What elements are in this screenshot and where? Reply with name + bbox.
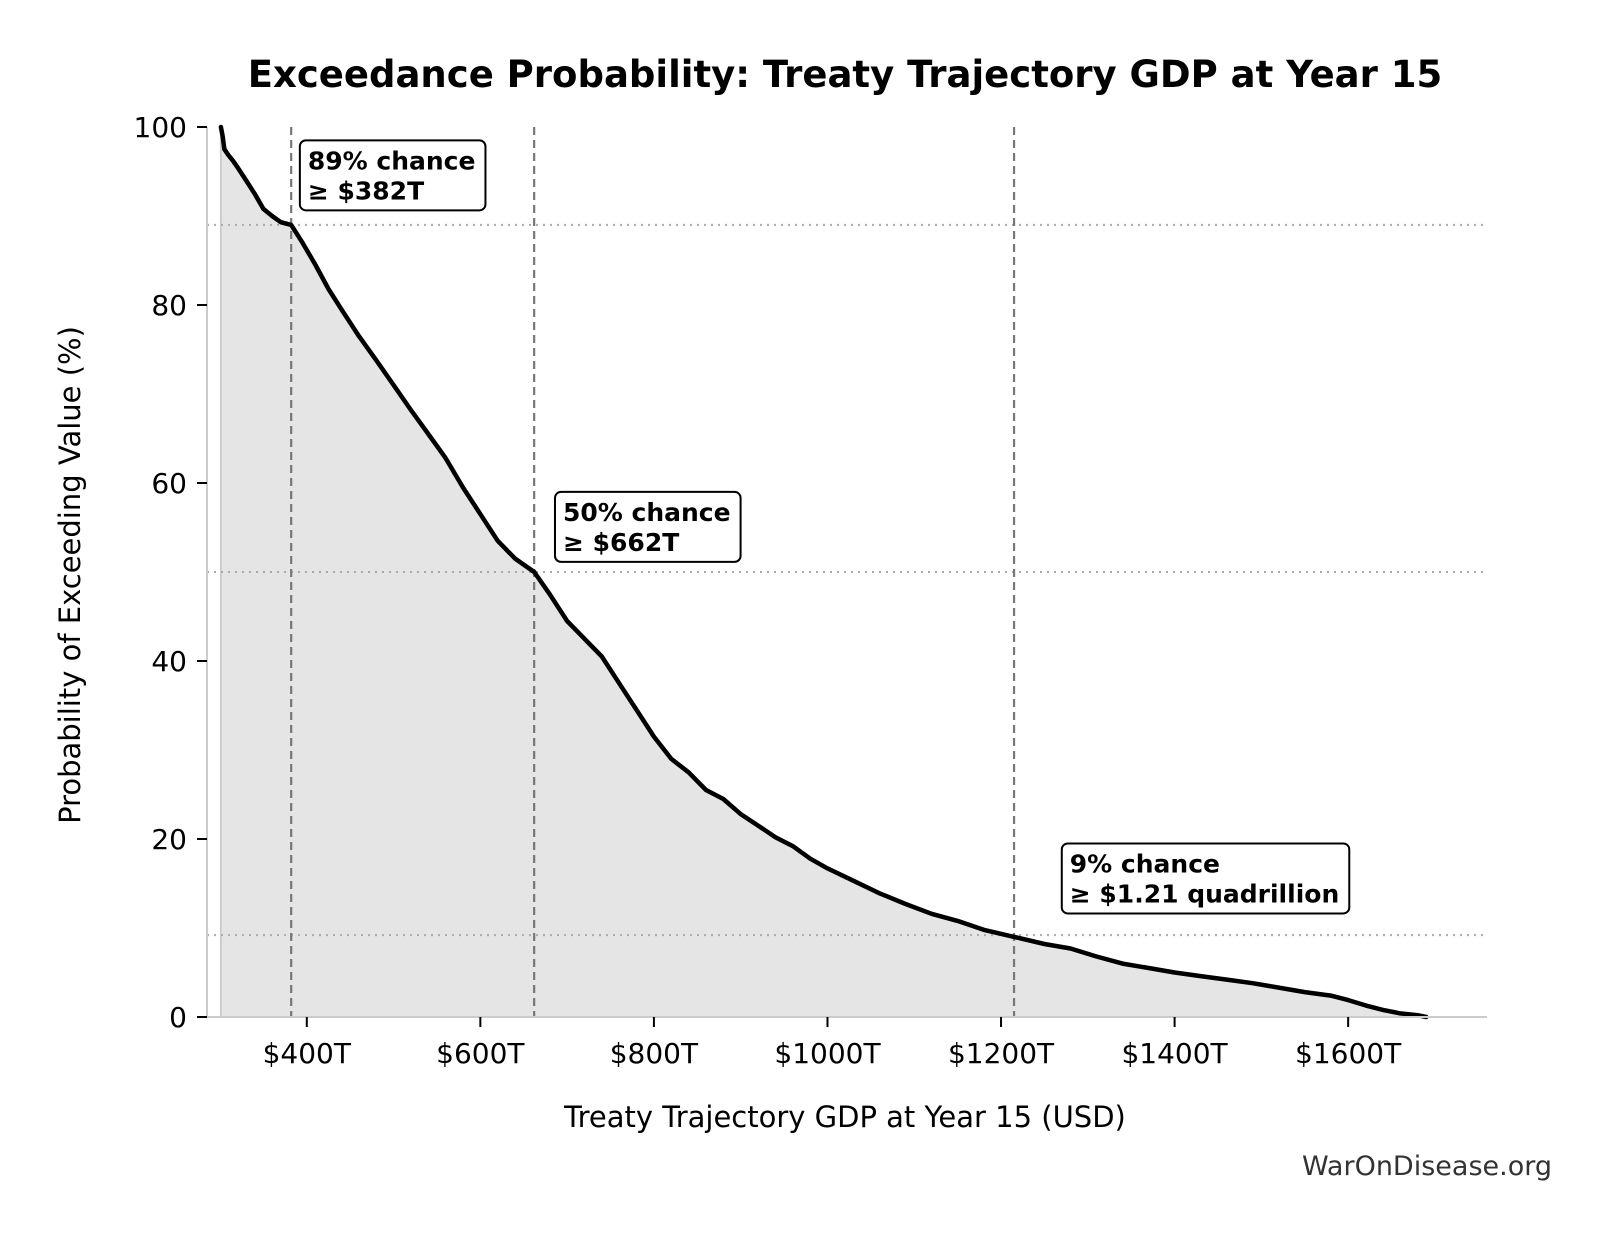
x-tick-label: $600T: [436, 1037, 525, 1070]
annotation-line-1: 50% chance: [563, 498, 731, 527]
y-tick-label: 100: [134, 111, 187, 144]
y-tick-label: 0: [169, 1001, 187, 1034]
y-tick-label: 20: [151, 823, 187, 856]
x-tick-label: $1400T: [1121, 1037, 1228, 1070]
annotation-line-1: 9% chance: [1070, 849, 1220, 878]
x-tick-label: $1600T: [1295, 1037, 1402, 1070]
x-axis-label: Treaty Trajectory GDP at Year 15 (USD): [563, 1100, 1126, 1134]
x-tick-label: $1200T: [948, 1037, 1055, 1070]
y-axis-label: Probability of Exceeding Value (%): [53, 326, 87, 824]
watermark-text: WarOnDisease.org: [1302, 1151, 1552, 1182]
plot-area: 0 20 40 60 80 100 $400T $600T $800T $1000T $1200T $…: [134, 111, 1487, 1070]
annotation-box: [553, 490, 742, 563]
chart-title: Exceedance Probability: Treaty Trajector…: [248, 53, 1443, 96]
annotation-line-2: ≥ $382T: [308, 176, 424, 205]
exceedance-line: [218, 124, 1429, 1020]
annotation-line-2: ≥ $1.21 quadrillion: [1070, 879, 1339, 908]
annotation-box: [298, 139, 487, 212]
y-tick-label: 40: [151, 645, 187, 678]
y-tick-label: 80: [151, 289, 187, 322]
x-tick-label: $800T: [610, 1037, 699, 1070]
x-tick-label: $1000T: [774, 1037, 881, 1070]
x-tick-label: $400T: [263, 1037, 352, 1070]
annotation-line-1: 89% chance: [308, 146, 476, 175]
annotation-line-2: ≥ $662T: [563, 528, 679, 557]
area-fill: [220, 127, 1427, 1017]
y-tick-label: 60: [151, 467, 187, 500]
annotation-box: [1060, 842, 1351, 915]
